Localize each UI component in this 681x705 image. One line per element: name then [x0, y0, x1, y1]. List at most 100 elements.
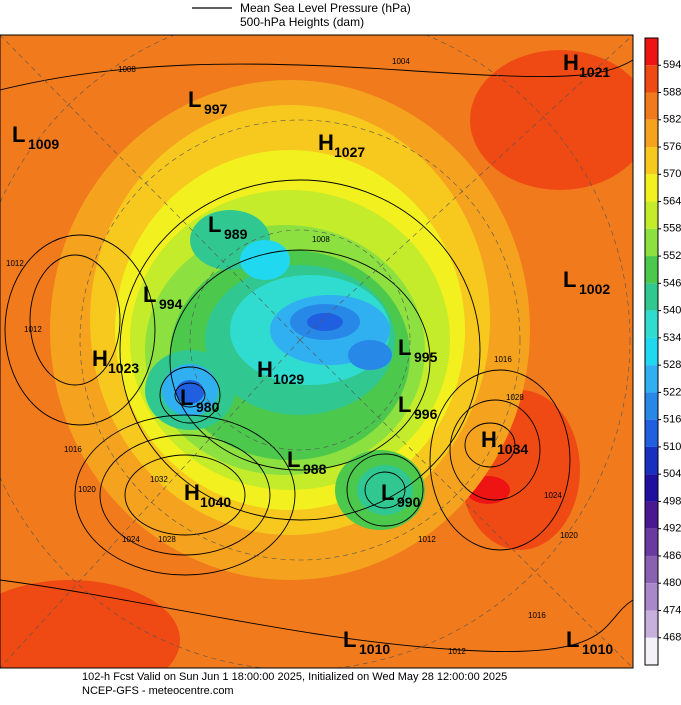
center-letter: H — [257, 357, 273, 382]
center-value: 1023 — [108, 360, 139, 376]
center-value: 988 — [303, 461, 327, 477]
colorbar-frame — [644, 37, 659, 666]
legend-line-label: Mean Sea Level Pressure (hPa) — [240, 1, 411, 15]
colorbar-label: 474 — [663, 604, 681, 616]
colorbar-label: 570 — [663, 168, 681, 180]
colorbar-label: 588 — [663, 86, 681, 98]
colorbar-bin — [645, 637, 658, 665]
isobar-label: 1028 — [506, 393, 524, 402]
colorbar-bin — [645, 501, 658, 529]
colorbar-label: 468 — [663, 632, 681, 644]
colorbar-bin — [645, 38, 658, 66]
colorbar-bin — [645, 474, 658, 502]
colorbar-bin — [645, 310, 658, 338]
center-value: 1027 — [334, 144, 365, 160]
center-letter: L — [143, 282, 156, 307]
center-letter: H — [563, 50, 579, 75]
colorbar-label: 528 — [663, 359, 681, 371]
isobar-label: 1012 — [448, 647, 466, 656]
colorbar-bin — [645, 446, 658, 475]
colorbar-label: 576 — [663, 141, 681, 153]
isobar-label: 1028 — [158, 535, 176, 544]
colorbar-label: 492 — [663, 523, 681, 535]
center-value: 997 — [204, 101, 228, 117]
center-value: 995 — [414, 349, 438, 365]
colorbar-label: 582 — [663, 114, 681, 126]
center-letter: H — [184, 480, 200, 505]
center-value: 994 — [159, 296, 183, 312]
center-value: 1010 — [359, 641, 390, 657]
colorbar-bin — [645, 283, 658, 311]
colorbar-bin — [645, 174, 658, 202]
colorbar-label: 486 — [663, 550, 681, 562]
center-value: 980 — [196, 399, 220, 415]
legend-fill-label: 500-hPa Heights (dam) — [240, 15, 364, 29]
center-value: 1002 — [579, 281, 610, 297]
center-letter: L — [398, 392, 411, 417]
colorbar-label: 594 — [663, 59, 681, 71]
colorbar-label: 534 — [663, 332, 681, 344]
isobar-label: 1012 — [6, 259, 24, 268]
colorbar-bin — [645, 92, 658, 120]
center-letter: H — [318, 130, 334, 155]
colorbar-bin — [645, 392, 658, 420]
footer-line2: NCEP-GFS - meteocentre.com — [82, 685, 234, 697]
center-letter: L — [287, 447, 300, 472]
isobar-label: 1012 — [24, 325, 42, 334]
colorbar-bin — [645, 583, 658, 611]
map — [0, 34, 634, 669]
center-value: 1034 — [497, 441, 528, 457]
center-letter: L — [398, 335, 411, 360]
colorbar-bin — [645, 610, 658, 638]
isobar-label: 1032 — [150, 475, 168, 484]
center-value: 1029 — [273, 371, 304, 387]
colorbar-bin — [645, 555, 658, 584]
colorbar-label: 480 — [663, 577, 681, 589]
colorbar-label: 552 — [663, 250, 681, 262]
isobar-label: 1020 — [78, 485, 96, 494]
center-letter: L — [12, 122, 25, 147]
colorbar-bin — [645, 228, 658, 257]
colorbar-label: 498 — [663, 495, 681, 507]
colorbar-bin — [645, 365, 658, 393]
isobar-labels: 1008 1004 1008 1012 1012 1016 1020 1032 1024 1028… — [6, 57, 578, 656]
center-value: 1040 — [200, 494, 231, 510]
isobar-label: 1016 — [494, 355, 512, 364]
isobar-label: 1016 — [64, 445, 82, 454]
isobar-label: 1004 — [392, 57, 410, 66]
center-value: 996 — [414, 406, 438, 422]
isobar-label: 1024 — [544, 491, 562, 500]
colorbar-bin — [645, 65, 658, 93]
center-value: 1009 — [28, 136, 59, 152]
center-letter: L — [343, 627, 356, 652]
center-letter: H — [92, 346, 108, 371]
colorbar-bin — [645, 119, 658, 148]
center-letter: L — [381, 480, 394, 505]
colorbar-label: 510 — [663, 441, 681, 453]
colorbar-bin — [645, 528, 658, 556]
colorbar-label: 522 — [663, 386, 681, 398]
center-letter: L — [566, 627, 579, 652]
center-letter: H — [481, 427, 497, 452]
isobar-label: 1020 — [560, 531, 578, 540]
isobar-label: 1012 — [418, 535, 436, 544]
colorbar-bin — [645, 419, 658, 447]
colorbar-bin — [645, 147, 658, 175]
center-letter: L — [208, 212, 221, 237]
center-letter: L — [188, 87, 201, 112]
center-value: 990 — [397, 494, 421, 510]
colorbar-label: 540 — [663, 305, 681, 317]
isobar-label: 1008 — [312, 235, 330, 244]
center-value: 1010 — [582, 641, 613, 657]
colorbar-label: 516 — [663, 414, 681, 426]
center-letter: L — [180, 385, 193, 410]
colorbar-label: 558 — [663, 223, 681, 235]
colorbar-bin — [645, 337, 658, 366]
center-value: 989 — [224, 226, 248, 242]
center-value: 1021 — [579, 64, 610, 80]
colorbar-label: 546 — [663, 277, 681, 289]
center-letter: L — [563, 267, 576, 292]
colorbar-label: 504 — [663, 468, 681, 480]
